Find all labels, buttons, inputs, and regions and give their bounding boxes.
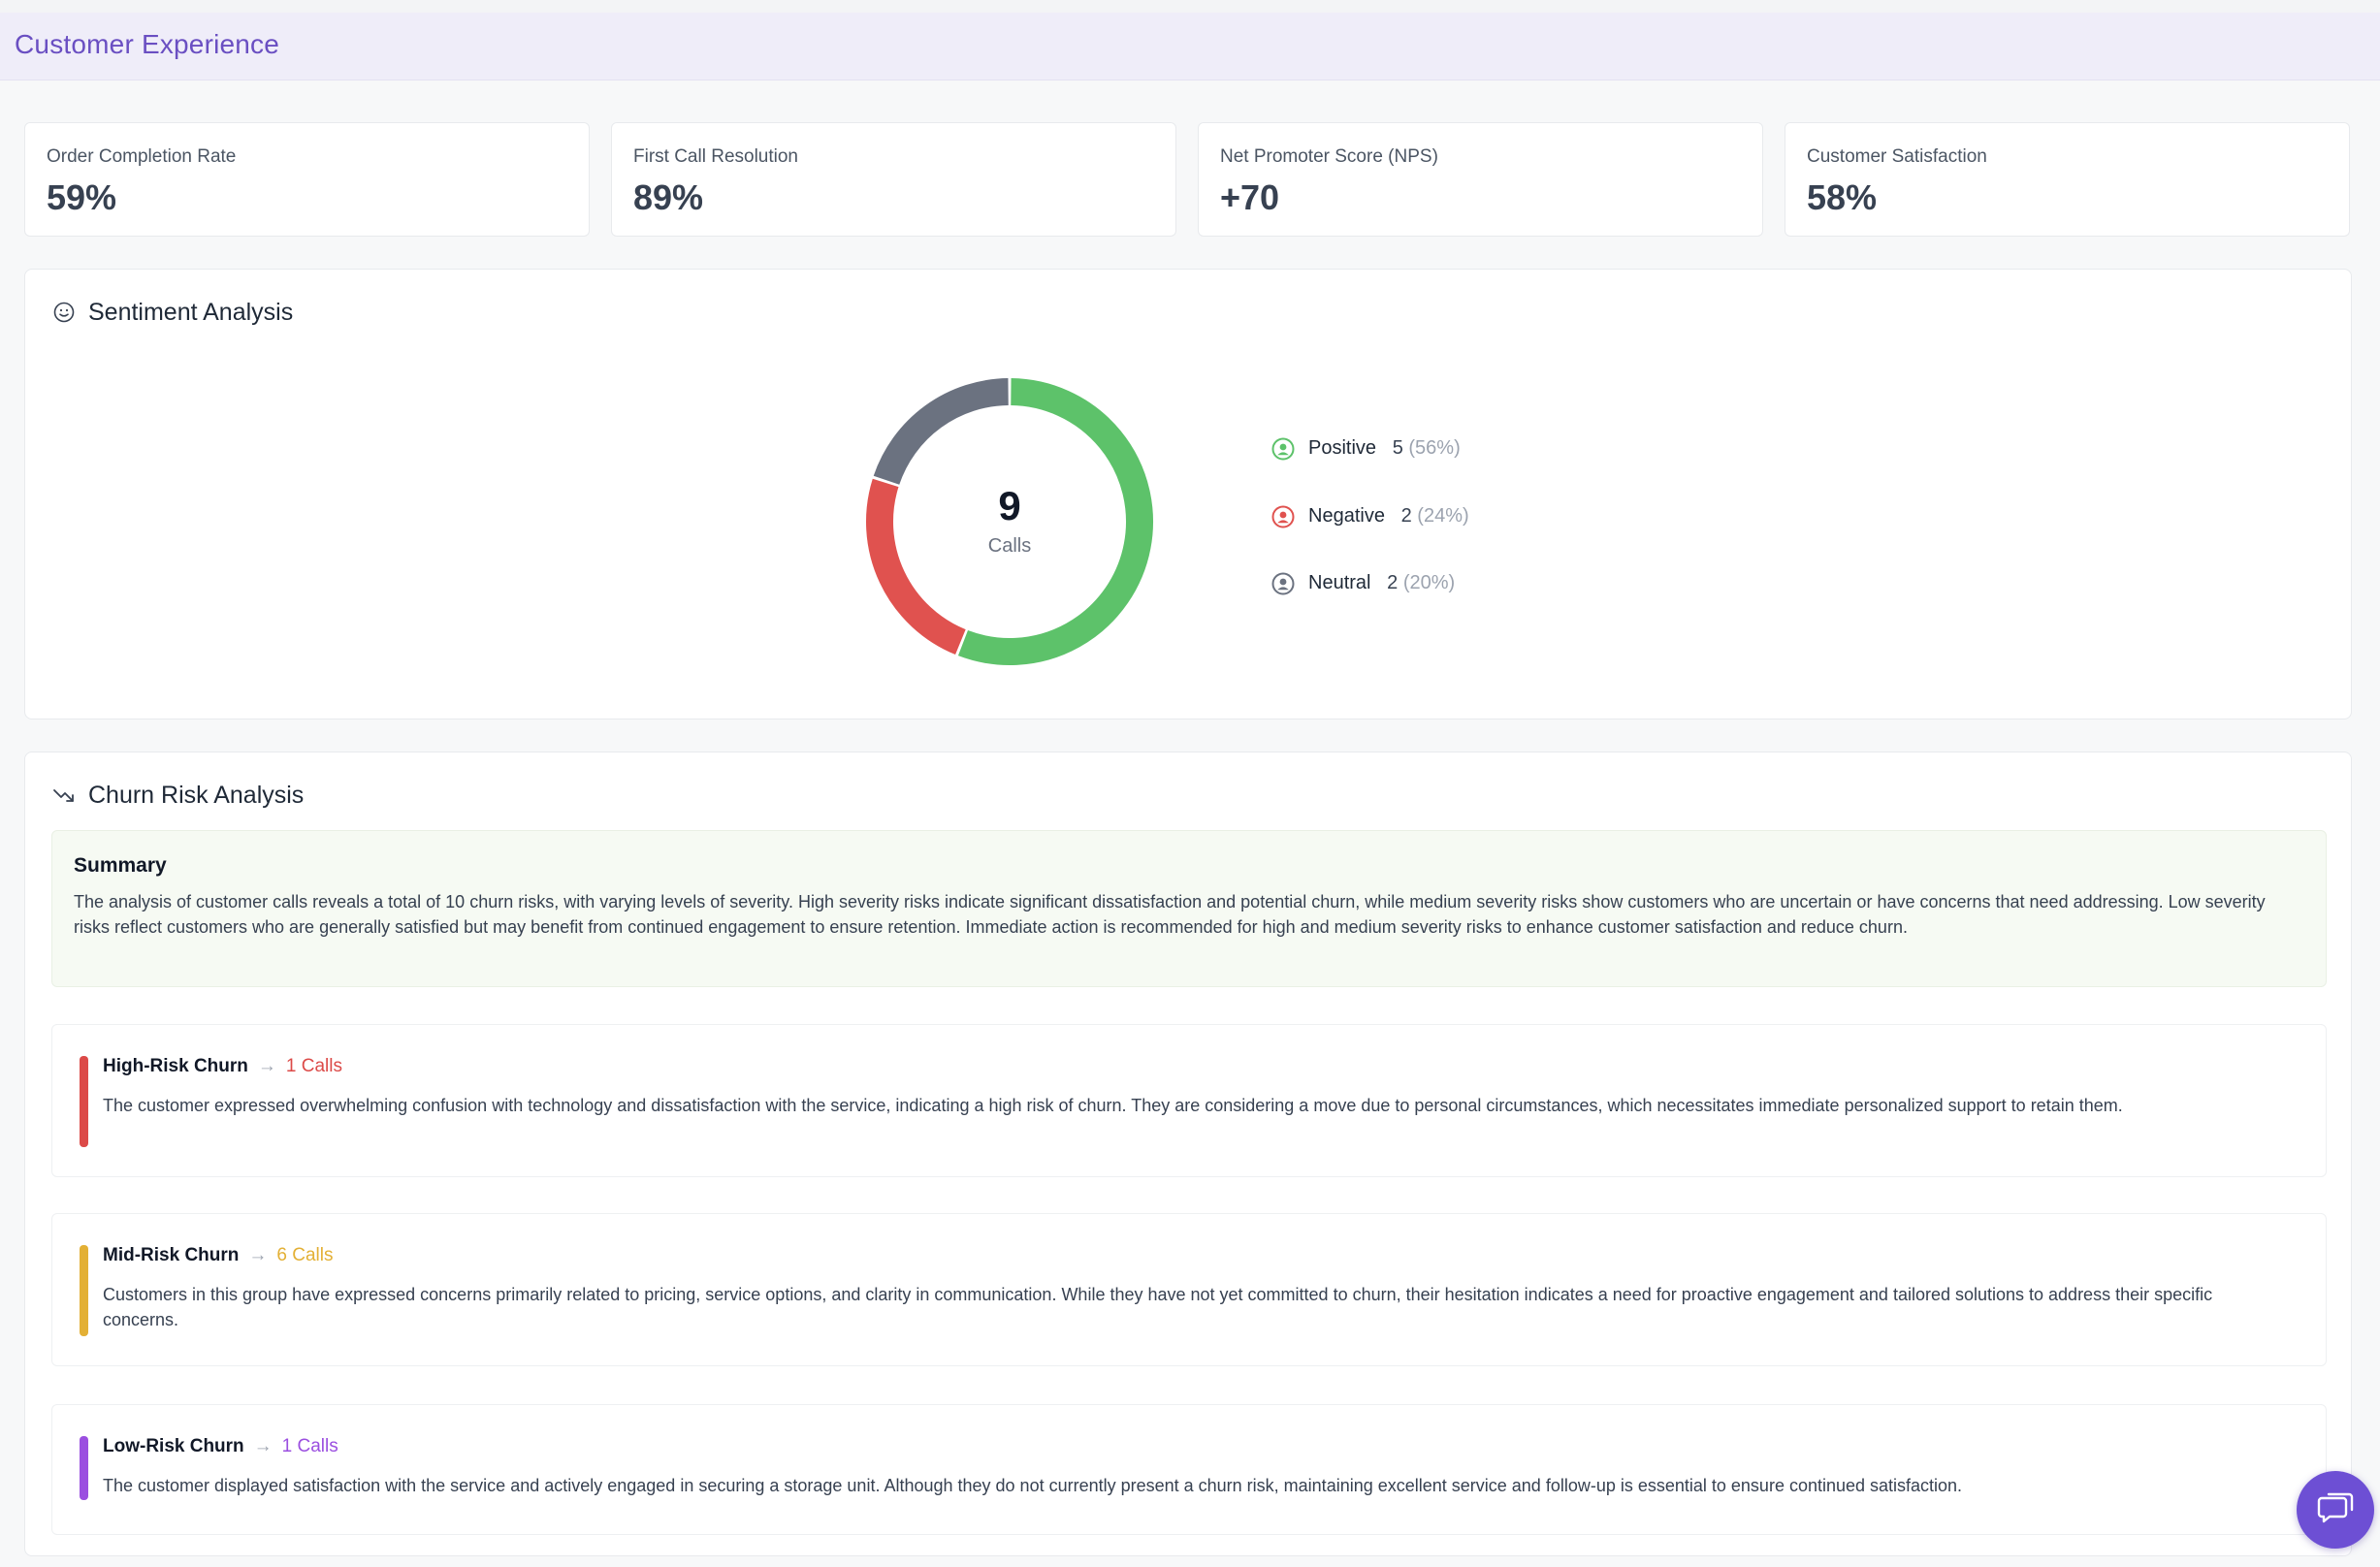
summary-text: The analysis of customer calls reveals a… xyxy=(74,892,2266,937)
page-header: Customer Experience xyxy=(0,13,2380,80)
top-strip xyxy=(0,0,2380,13)
neutral-user-icon xyxy=(1271,572,1295,595)
risk-name: Low-Risk Churn xyxy=(103,1436,244,1456)
kpi-value: 58% xyxy=(1807,177,1878,217)
kpi-value: 59% xyxy=(47,177,117,217)
chat-icon xyxy=(2317,1492,2354,1523)
donut-slice-positive xyxy=(957,378,1153,665)
kpi-card-customer-satisfaction: Customer Satisfaction 58% xyxy=(1785,122,2350,237)
arrow-right-icon: → xyxy=(248,1245,268,1265)
kpi-value: +70 xyxy=(1220,177,1280,217)
negative-user-icon xyxy=(1271,505,1295,528)
risk-description: Customers in this group have expressed c… xyxy=(103,1285,2213,1329)
donut-total-label: Calls xyxy=(987,535,1032,557)
donut-slice-negative xyxy=(866,478,966,656)
chat-button[interactable] xyxy=(2297,1471,2374,1549)
kpi-label: Customer Satisfaction xyxy=(1807,146,1987,167)
kpi-label: First Call Resolution xyxy=(633,146,798,167)
kpi-card-order-completion: Order Completion Rate 59% xyxy=(24,122,590,237)
risk-name: High-Risk Churn xyxy=(103,1056,248,1076)
kpi-row: Order Completion Rate 59% First Call Res… xyxy=(24,122,2352,237)
risk-calls: 1 Calls xyxy=(285,1056,342,1076)
positive-user-icon xyxy=(1271,437,1295,461)
legend-count: 5 xyxy=(1392,437,1403,459)
legend-label: Negative xyxy=(1308,505,1385,527)
kpi-value: 89% xyxy=(633,177,704,217)
smiley-icon xyxy=(53,302,75,323)
legend-count: 2 xyxy=(1387,572,1399,593)
legend-percent: (56%) xyxy=(1408,437,1461,459)
legend-percent: (24%) xyxy=(1417,505,1469,527)
churn-title: Churn Risk Analysis xyxy=(88,782,305,809)
risk-calls: 1 Calls xyxy=(281,1436,338,1456)
arrow-right-icon: → xyxy=(253,1436,273,1456)
sentiment-donut xyxy=(866,378,1153,665)
churn-summary: Summary The analysis of customer calls r… xyxy=(51,830,2327,987)
kpi-card-nps: Net Promoter Score (NPS) +70 xyxy=(1198,122,1763,237)
kpi-label: Order Completion Rate xyxy=(47,146,237,167)
legend-label: Neutral xyxy=(1308,572,1371,593)
risk-card-high[interactable]: High-Risk Churn → 1 Calls The customer exp… xyxy=(51,1024,2327,1177)
risk-indicator-bar xyxy=(80,1056,88,1147)
risk-calls: 6 Calls xyxy=(276,1245,334,1265)
legend-percent: (20%) xyxy=(1402,572,1456,593)
kpi-label: Net Promoter Score (NPS) xyxy=(1220,146,1438,167)
legend-label: Positive xyxy=(1308,437,1377,459)
risk-description: The customer displayed satisfaction with… xyxy=(103,1476,1963,1495)
page-title: Customer Experience xyxy=(15,29,280,59)
risk-card-low[interactable]: Low-Risk Churn → 1 Calls The customer disp… xyxy=(51,1404,2327,1535)
risk-name: Mid-Risk Churn xyxy=(103,1245,240,1265)
risk-indicator-bar xyxy=(80,1245,88,1336)
donut-slice-neutral xyxy=(873,378,1010,486)
risk-card-mid[interactable]: Mid-Risk Churn → 6 Calls Customers in this… xyxy=(51,1213,2327,1366)
risk-description: The customer expressed overwhelming conf… xyxy=(103,1096,2123,1115)
sentiment-panel: Sentiment Analysis 9 Calls Positive 5 (5… xyxy=(24,269,2352,720)
risk-indicator-bar xyxy=(80,1436,88,1500)
kpi-card-first-call-resolution: First Call Resolution 89% xyxy=(611,122,1176,237)
trending-down-icon xyxy=(53,789,74,802)
legend-count: 2 xyxy=(1400,505,1412,527)
summary-title: Summary xyxy=(74,854,167,877)
sentiment-title: Sentiment Analysis xyxy=(88,299,294,326)
arrow-right-icon: → xyxy=(257,1056,276,1076)
churn-panel: Churn Risk Analysis Summary The analysis… xyxy=(24,752,2352,1556)
donut-total: 9 xyxy=(998,483,1021,528)
